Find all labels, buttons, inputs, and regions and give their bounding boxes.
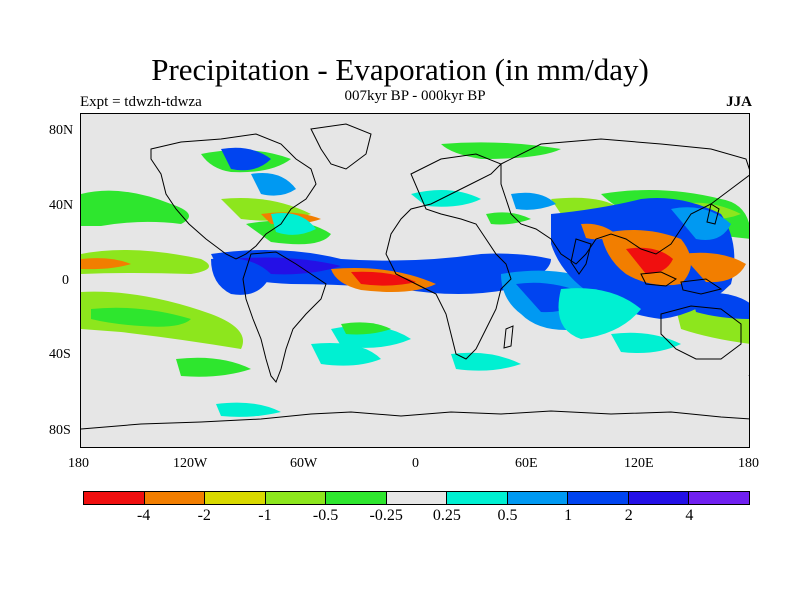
lon-tick-label: 60W — [290, 456, 318, 471]
lon-tick-label: 180 — [738, 456, 759, 471]
lon-tick-label: 120E — [624, 456, 654, 471]
colorbar-box — [84, 492, 145, 504]
colorbar-label: 0.25 — [432, 507, 461, 524]
colorbar-box — [507, 492, 569, 504]
colorbar-box — [568, 492, 629, 504]
anomaly-field — [81, 142, 749, 417]
lon-tick-label: 120W — [173, 456, 208, 471]
colorbar-label: 4 — [685, 507, 694, 524]
colorbar-box — [386, 492, 448, 504]
colorbar — [83, 491, 750, 505]
lon-tick-label: 60E — [515, 456, 538, 471]
plot-title: Precipitation - Evaporation (in mm/day) — [151, 52, 649, 87]
colorbar-label: 2 — [624, 507, 633, 524]
colorbar-label: 0.5 — [497, 507, 518, 524]
colorbar-box — [689, 492, 750, 504]
colorbar-box — [447, 492, 508, 504]
colorbar-box — [205, 492, 266, 504]
lat-tick-label: 80N — [49, 123, 74, 138]
colorbar-box — [326, 492, 387, 504]
lat-tick-label: 40S — [49, 347, 71, 362]
colorbar-label: -0.5 — [312, 507, 339, 524]
lon-tick-label: 0 — [412, 456, 419, 471]
colorbar-box — [265, 492, 327, 504]
lat-tick-label: 40N — [49, 198, 74, 213]
coastlines — [81, 123, 749, 430]
lat-tick-label: 80S — [49, 423, 71, 438]
lat-tick-label: 0 — [62, 273, 69, 288]
colorbar-label: -2 — [197, 507, 211, 524]
colorbar-label: -4 — [136, 507, 151, 524]
colorbar-box — [144, 492, 206, 504]
colorbar-label: -0.25 — [369, 507, 403, 524]
colorbar-label: 1 — [564, 507, 573, 524]
colorbar-box — [628, 492, 690, 504]
map-panel — [80, 113, 750, 448]
experiment-label: Expt = tdwzh-tdwza — [80, 94, 202, 110]
map-svg — [81, 123, 749, 430]
season-label: JJA — [726, 94, 752, 110]
lon-tick-label: 180 — [68, 456, 89, 471]
colorbar-label: -1 — [258, 507, 272, 524]
plot-subtitle: 007kyr BP - 000kyr BP — [344, 88, 486, 104]
